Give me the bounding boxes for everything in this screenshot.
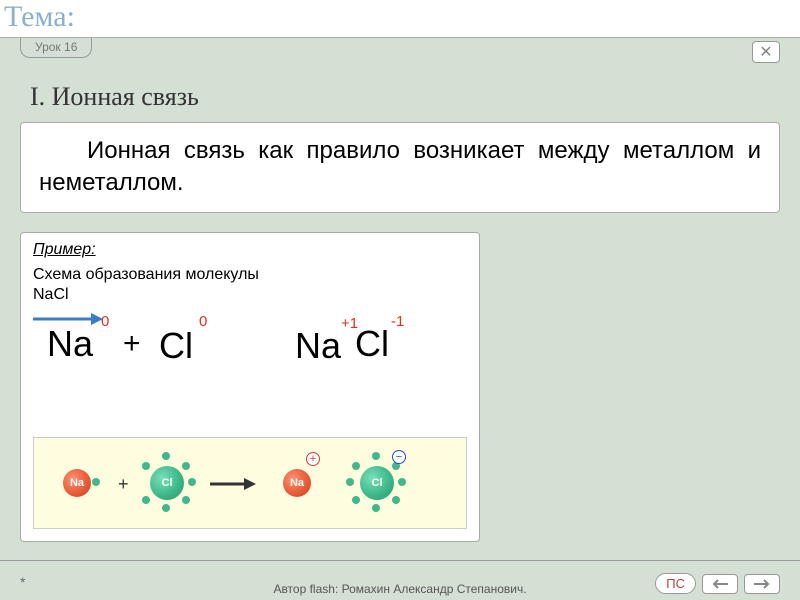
definition-text: Ионная связь как правило возникает между…	[39, 137, 761, 196]
scheme-description: Схема образования молекулы NaCl	[33, 265, 467, 305]
eq-cl2: Cl	[355, 323, 389, 365]
electron-dot	[346, 478, 354, 486]
eq-plus: +	[123, 327, 141, 361]
electron-dot	[142, 462, 150, 470]
next-button[interactable]	[744, 574, 780, 594]
lesson-tab[interactable]: Урок 16	[20, 38, 92, 58]
diagram-arrow-icon	[210, 476, 256, 497]
definition-box: Ионная связь как правило возникает между…	[20, 122, 780, 213]
atom-core: Cl	[150, 466, 184, 500]
eq-charge-0a: 0	[101, 313, 109, 330]
title-bar: Тема:	[0, 0, 800, 38]
arrow-left-icon	[710, 578, 730, 590]
electron-dot	[372, 452, 380, 460]
atom-na-cation: Na +	[268, 454, 326, 512]
eq-charge-m1: -1	[391, 313, 404, 330]
atom-core: Na	[283, 469, 311, 497]
diagram-plus: +	[118, 474, 129, 495]
eq-na2: Na	[295, 325, 341, 367]
electron-dot	[352, 496, 360, 504]
scheme-desc-line1: Схема образования молекулы	[33, 266, 259, 283]
atom-diagram: Na + Cl Na +	[33, 437, 467, 529]
atom-cl-label: Cl	[372, 477, 383, 489]
electron-dot	[142, 496, 150, 504]
electron-dot	[162, 504, 170, 512]
atom-cl-label: Cl	[162, 477, 173, 489]
electron-dot	[182, 462, 190, 470]
ps-button[interactable]: ПС	[655, 573, 696, 594]
close-icon: ✕	[759, 42, 772, 62]
section-heading: I. Ионная связь	[30, 82, 199, 112]
prev-button[interactable]	[702, 574, 738, 594]
scheme-desc-line2: NaCl	[33, 286, 69, 303]
arrow-right-icon	[752, 578, 772, 590]
eq-charge-0b: 0	[199, 313, 207, 330]
atom-na-label: Na	[290, 477, 304, 489]
atom-cl-neutral: Cl	[138, 454, 196, 512]
electron-dot	[372, 504, 380, 512]
example-label: Пример:	[33, 241, 467, 259]
plus-badge-icon: +	[306, 452, 320, 466]
author-credit: Автор flash: Ромахин Александр Степанови…	[250, 582, 550, 596]
close-button[interactable]: ✕	[752, 41, 780, 63]
eq-cl: Cl	[159, 325, 193, 367]
ps-label: ПС	[666, 576, 685, 591]
electron-dot	[352, 462, 360, 470]
atom-core: Na	[63, 469, 91, 497]
minus-badge-icon: −	[392, 450, 406, 464]
electron-dot	[182, 496, 190, 504]
example-panel: Пример: Схема образования молекулы Na Cl …	[20, 232, 480, 542]
atom-na-neutral: Na	[48, 454, 106, 512]
eq-na: Na	[47, 323, 93, 365]
footnote-marker: *	[20, 574, 25, 590]
electron-dot	[188, 478, 196, 486]
footer-bar: * Автор flash: Ромахин Александр Степано…	[0, 560, 800, 600]
atom-na-label: Na	[70, 477, 84, 489]
equation-row: Na 0 + Cl 0 Na +1 Cl -1	[33, 311, 467, 371]
atom-cl-anion: Cl −	[348, 454, 406, 512]
electron-dot	[162, 452, 170, 460]
electron-dot	[398, 478, 406, 486]
nav-controls: ПС	[655, 573, 780, 594]
atom-core: Cl	[360, 466, 394, 500]
electron-dot	[392, 496, 400, 504]
lesson-tab-label: Урок 16	[35, 40, 77, 54]
electron-dot	[92, 478, 100, 486]
page-title: Тема:	[4, 0, 75, 33]
